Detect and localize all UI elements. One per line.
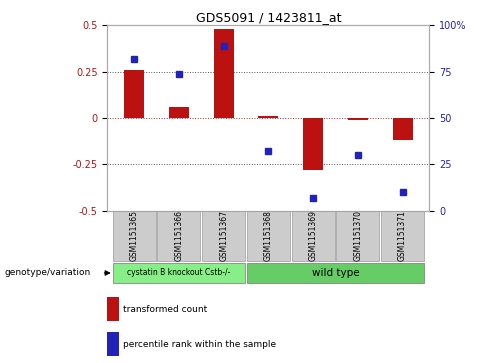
Text: percentile rank within the sample: percentile rank within the sample [123, 340, 277, 349]
Bar [214, 29, 234, 118]
Text: GSM1151366: GSM1151366 [174, 211, 183, 261]
FancyBboxPatch shape [336, 211, 379, 261]
Bar [169, 107, 189, 118]
Text: GSM1151370: GSM1151370 [353, 211, 363, 261]
Text: genotype/variation: genotype/variation [5, 269, 91, 277]
Text: GSM1151365: GSM1151365 [130, 211, 139, 261]
Title: GDS5091 / 1423811_at: GDS5091 / 1423811_at [196, 11, 341, 24]
Bar [107, 332, 119, 356]
Bar [348, 118, 368, 120]
Bar [258, 116, 279, 118]
FancyBboxPatch shape [292, 211, 335, 261]
FancyBboxPatch shape [113, 263, 245, 283]
Text: transformed count: transformed count [123, 305, 208, 314]
Bar [303, 118, 323, 170]
Text: GSM1151368: GSM1151368 [264, 211, 273, 261]
FancyBboxPatch shape [202, 211, 245, 261]
Text: GSM1151369: GSM1151369 [308, 211, 318, 261]
Text: wild type: wild type [312, 268, 359, 278]
Text: GSM1151371: GSM1151371 [398, 211, 407, 261]
FancyBboxPatch shape [247, 211, 290, 261]
Bar [124, 70, 144, 118]
FancyBboxPatch shape [381, 211, 424, 261]
Text: GSM1151367: GSM1151367 [219, 211, 228, 261]
FancyBboxPatch shape [113, 211, 156, 261]
Bar [392, 118, 413, 140]
FancyBboxPatch shape [158, 211, 201, 261]
Bar [107, 297, 119, 322]
FancyBboxPatch shape [247, 263, 424, 283]
Text: cystatin B knockout Cstb-/-: cystatin B knockout Cstb-/- [127, 269, 231, 277]
